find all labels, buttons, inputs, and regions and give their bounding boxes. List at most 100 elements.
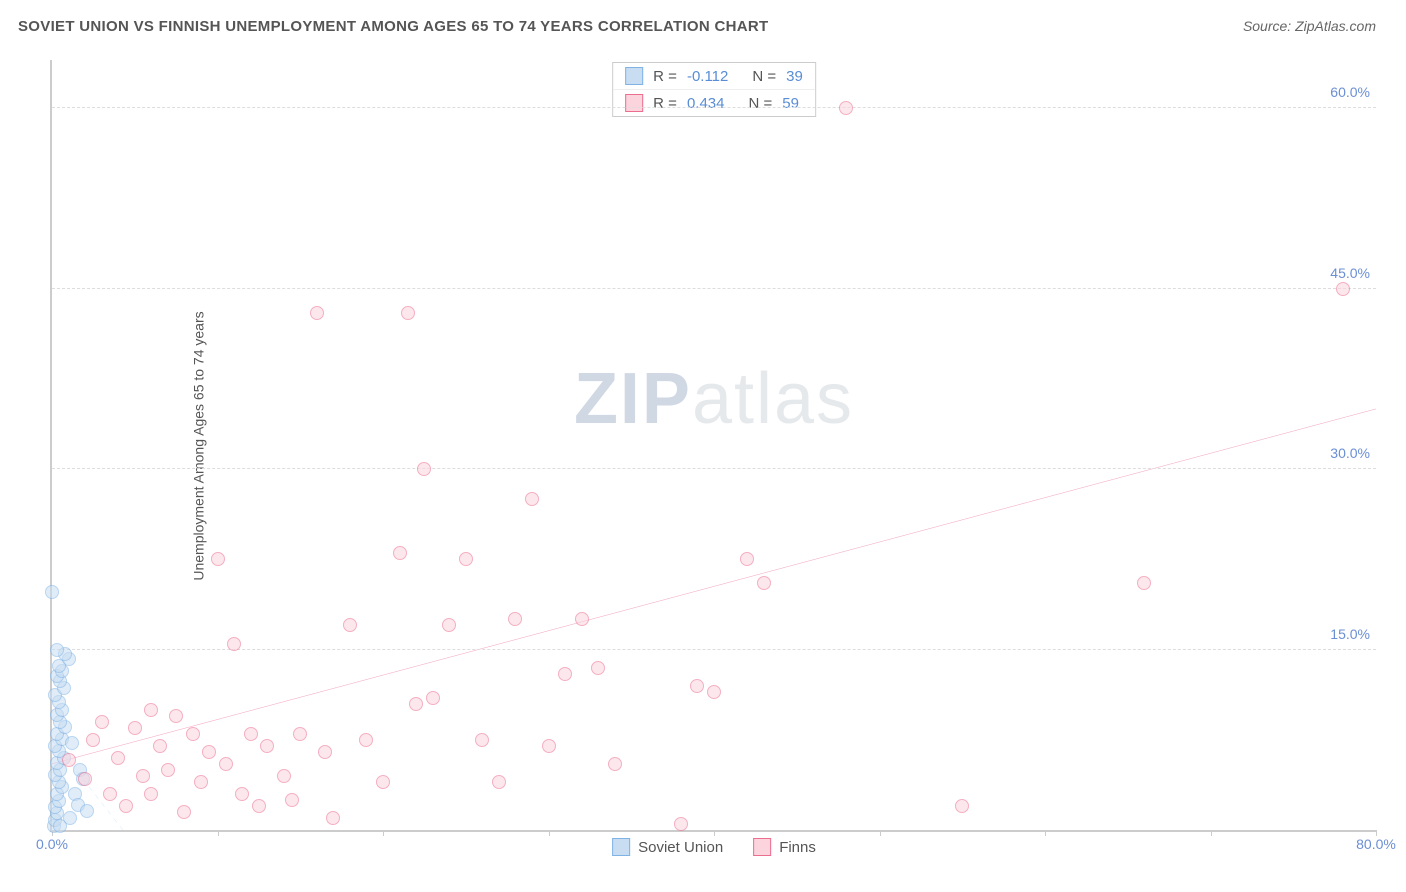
- scatter-point-finns: [475, 733, 489, 747]
- scatter-point-finns: [111, 751, 125, 765]
- series-legend-item: Finns: [753, 838, 816, 856]
- scatter-point-finns: [78, 772, 92, 786]
- scatter-point-finns: [211, 552, 225, 566]
- scatter-point-finns: [86, 733, 100, 747]
- legend-swatch: [612, 838, 630, 856]
- watermark: ZIPatlas: [574, 358, 854, 440]
- gridline: [52, 288, 1376, 289]
- legend-row-finns: R =0.434N =59: [613, 90, 815, 116]
- series-legend-label: Soviet Union: [638, 839, 723, 856]
- scatter-point-finns: [293, 727, 307, 741]
- scatter-point-soviet: [80, 804, 94, 818]
- scatter-point-finns: [542, 739, 556, 753]
- legend-swatch: [753, 838, 771, 856]
- chart-title: SOVIET UNION VS FINNISH UNEMPLOYMENT AMO…: [18, 18, 768, 35]
- legend-n-value: 59: [782, 95, 799, 112]
- y-tick-label: 15.0%: [1330, 626, 1370, 642]
- legend-r-value: -0.112: [687, 68, 728, 85]
- correlation-legend: R = -0.112 N = 39R = 0.434 N = 59: [612, 62, 816, 117]
- scatter-point-finns: [128, 721, 142, 735]
- scatter-point-finns: [252, 799, 266, 813]
- source-label: Source: ZipAtlas.com: [1243, 18, 1376, 34]
- scatter-point-finns: [575, 612, 589, 626]
- scatter-point-finns: [260, 739, 274, 753]
- scatter-point-finns: [119, 799, 133, 813]
- scatter-point-finns: [186, 727, 200, 741]
- scatter-point-soviet: [50, 643, 64, 657]
- legend-n-label: N =: [752, 68, 776, 85]
- scatter-point-finns: [343, 618, 357, 632]
- scatter-point-finns: [227, 637, 241, 651]
- x-tick-label: 0.0%: [36, 836, 68, 852]
- legend-swatch: [625, 67, 643, 85]
- scatter-point-finns: [62, 753, 76, 767]
- scatter-point-finns: [285, 793, 299, 807]
- scatter-point-finns: [674, 817, 688, 831]
- scatter-point-finns: [558, 667, 572, 681]
- trend-line-finns: [52, 409, 1376, 764]
- x-tick-mark: [880, 830, 881, 836]
- legend-n-value: 39: [786, 68, 803, 85]
- scatter-point-finns: [401, 306, 415, 320]
- scatter-point-finns: [608, 757, 622, 771]
- legend-r-value: 0.434: [687, 95, 725, 112]
- scatter-point-finns: [310, 306, 324, 320]
- legend-r-label: R =: [653, 68, 677, 85]
- scatter-point-finns: [103, 787, 117, 801]
- scatter-point-finns: [376, 775, 390, 789]
- scatter-point-finns: [161, 763, 175, 777]
- legend-swatch: [625, 94, 643, 112]
- scatter-point-finns: [153, 739, 167, 753]
- x-tick-mark: [1211, 830, 1212, 836]
- scatter-point-finns: [219, 757, 233, 771]
- x-tick-label: 80.0%: [1356, 836, 1396, 852]
- scatter-point-finns: [955, 799, 969, 813]
- scatter-point-finns: [591, 661, 605, 675]
- x-tick-mark: [714, 830, 715, 836]
- scatter-point-finns: [508, 612, 522, 626]
- scatter-point-finns: [136, 769, 150, 783]
- scatter-point-finns: [417, 462, 431, 476]
- scatter-point-finns: [169, 709, 183, 723]
- gridline: [52, 468, 1376, 469]
- scatter-point-finns: [757, 576, 771, 590]
- series-legend-item: Soviet Union: [612, 838, 723, 856]
- x-tick-mark: [383, 830, 384, 836]
- scatter-point-finns: [740, 552, 754, 566]
- chart-area: Unemployment Among Ages 65 to 74 years Z…: [50, 60, 1376, 832]
- scatter-point-finns: [1336, 282, 1350, 296]
- scatter-point-finns: [277, 769, 291, 783]
- trend-lines: [52, 60, 1376, 830]
- scatter-point-finns: [177, 805, 191, 819]
- scatter-point-finns: [318, 745, 332, 759]
- scatter-point-finns: [194, 775, 208, 789]
- scatter-point-finns: [459, 552, 473, 566]
- scatter-point-finns: [409, 697, 423, 711]
- plot-region: ZIPatlas R =-0.112N =39R =0.434N =59 Sov…: [50, 60, 1376, 832]
- legend-n-label: N =: [748, 95, 772, 112]
- y-tick-label: 30.0%: [1330, 445, 1370, 461]
- series-legend-label: Finns: [779, 839, 816, 856]
- scatter-point-finns: [95, 715, 109, 729]
- x-tick-mark: [218, 830, 219, 836]
- gridline: [52, 649, 1376, 650]
- scatter-point-finns: [393, 546, 407, 560]
- x-tick-mark: [1045, 830, 1046, 836]
- series-legend: Soviet Union Finns: [612, 838, 816, 856]
- scatter-point-soviet: [63, 811, 77, 825]
- scatter-point-finns: [144, 787, 158, 801]
- scatter-point-finns: [235, 787, 249, 801]
- x-tick-mark: [549, 830, 550, 836]
- scatter-point-finns: [839, 101, 853, 115]
- scatter-point-finns: [426, 691, 440, 705]
- scatter-point-soviet: [45, 585, 59, 599]
- y-tick-label: 45.0%: [1330, 265, 1370, 281]
- scatter-point-finns: [359, 733, 373, 747]
- scatter-point-finns: [244, 727, 258, 741]
- scatter-point-finns: [1137, 576, 1151, 590]
- scatter-point-finns: [690, 679, 704, 693]
- scatter-point-finns: [144, 703, 158, 717]
- scatter-point-finns: [202, 745, 216, 759]
- scatter-point-finns: [525, 492, 539, 506]
- legend-row-soviet: R = -0.112 N = 39: [613, 63, 815, 90]
